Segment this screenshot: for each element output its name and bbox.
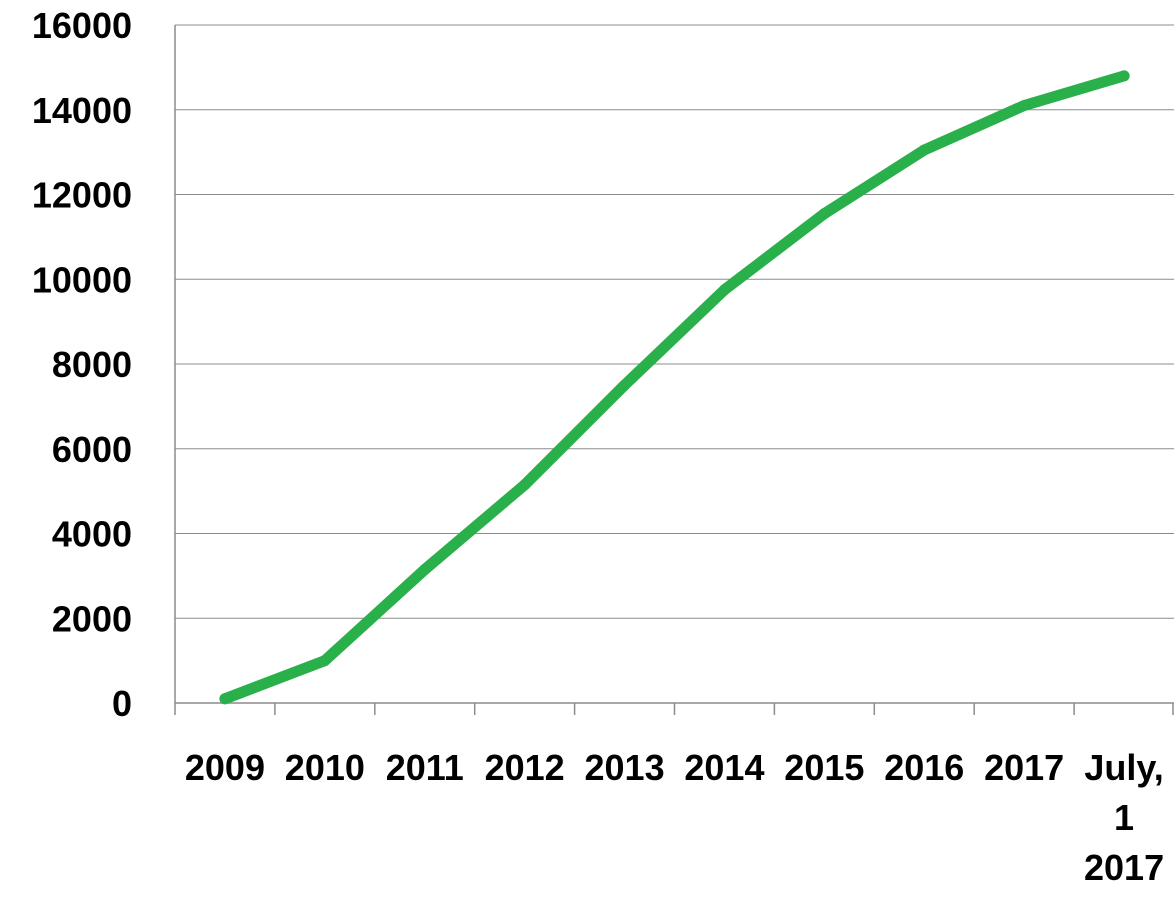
x-tick-label: 2013 [585, 747, 665, 788]
x-tick-label-line: 1 [1114, 797, 1134, 838]
x-tick-label: 2011 [386, 747, 464, 788]
data-point [818, 208, 830, 220]
data-point [918, 144, 930, 156]
x-tick-label-line: 2016 [884, 747, 964, 788]
x-axis-tick-labels: 2009 2010 2011 2012 2013 2014 2015 2016 2017 July… [185, 747, 1164, 888]
x-tick-label-line: 2010 [285, 747, 365, 788]
x-tick-label: 2015 [784, 747, 864, 788]
data-point [1018, 100, 1030, 112]
y-tick-label: 0 [112, 683, 132, 724]
x-tick-label: 2009 [185, 747, 265, 788]
x-tick-label-line: 2014 [684, 747, 764, 788]
x-tick-label-line: 2017 [1084, 847, 1164, 888]
series-line [219, 70, 1130, 705]
data-point [1118, 70, 1130, 82]
axes [174, 25, 1174, 715]
y-tick-label: 14000 [32, 90, 132, 131]
x-tick-label: 2016 [884, 747, 964, 788]
x-tick-label-line: July, [1084, 747, 1163, 788]
data-point [718, 284, 730, 296]
x-tick-label-line: 2009 [185, 747, 265, 788]
x-tick-label: 2014 [684, 747, 764, 788]
y-tick-label: 16000 [32, 5, 132, 46]
x-tick-label: July, 1 2017 [1084, 747, 1164, 888]
y-tick-label: 10000 [32, 259, 132, 300]
series-layer [219, 70, 1130, 705]
y-tick-label: 8000 [52, 344, 132, 385]
x-tick-label-line: 2017 [984, 747, 1064, 788]
data-point [319, 655, 331, 667]
x-tick-label: 2010 [285, 747, 365, 788]
x-tick-label-line: 2012 [485, 747, 565, 788]
x-tick-label-line: 2011 [386, 747, 464, 788]
y-tick-label: 4000 [52, 514, 132, 555]
gridlines [175, 24, 1174, 619]
x-tick-label: 2017 [984, 747, 1064, 788]
x-tick-label-line: 2015 [784, 747, 864, 788]
y-axis-tick-labels: 0 2000 4000 6000 8000 10000 12000 14000 16000 [32, 5, 132, 724]
data-point [219, 693, 231, 705]
y-tick-label: 6000 [52, 429, 132, 470]
data-point [419, 564, 431, 576]
data-point [619, 379, 631, 391]
x-tick-label: 2012 [485, 747, 565, 788]
y-tick-label: 2000 [52, 598, 132, 639]
data-point [519, 479, 531, 491]
y-tick-label: 12000 [32, 175, 132, 216]
x-tick-label-line: 2013 [585, 747, 665, 788]
